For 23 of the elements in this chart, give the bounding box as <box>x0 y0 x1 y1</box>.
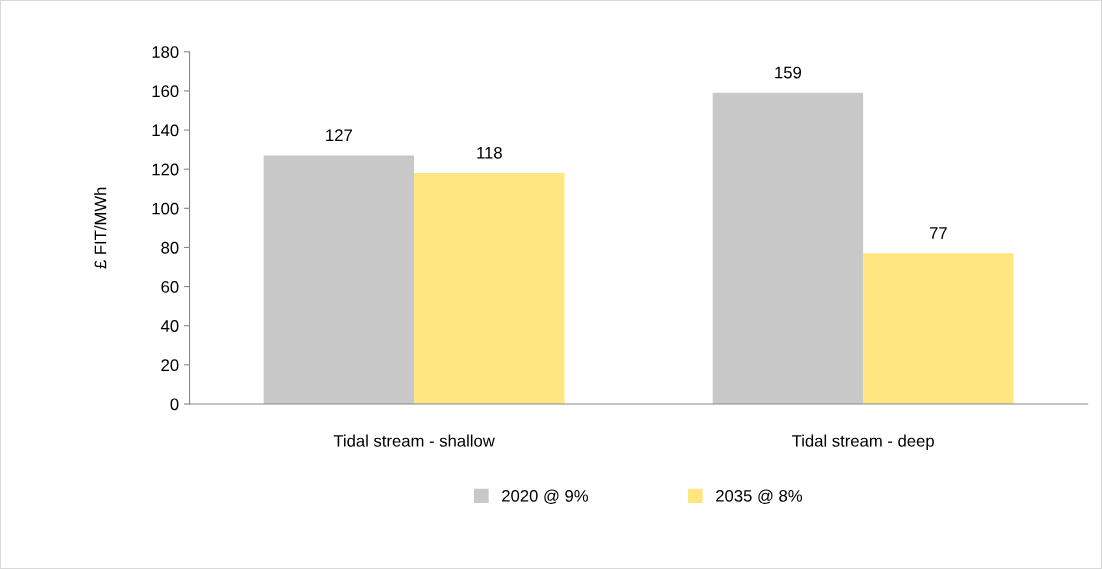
y-tick-label: 180 <box>152 46 179 58</box>
y-tick-label: 0 <box>170 398 179 411</box>
bar <box>863 253 1014 404</box>
data-label: 77 <box>929 227 947 239</box>
bar <box>263 155 415 404</box>
x-tick-label: Tidal stream - shallow <box>333 434 495 447</box>
y-tick-label: 100 <box>152 202 179 215</box>
y-tick-label: 120 <box>152 163 179 176</box>
y-tick-label: 140 <box>152 124 179 137</box>
y-tick-label: 80 <box>161 241 179 254</box>
data-label: 159 <box>775 66 802 79</box>
x-tick-label: Tidal stream - deep <box>792 434 934 451</box>
y-tick-label: 20 <box>161 359 179 372</box>
bar <box>414 173 565 404</box>
y-axis-title: £ FIT/MWh <box>94 187 107 269</box>
y-tick-label: 60 <box>161 280 179 293</box>
data-label: 118 <box>477 146 502 159</box>
legend-label: 2035 @ 8% <box>716 489 803 504</box>
data-label: 127 <box>326 129 352 141</box>
y-tick-label: 160 <box>152 85 179 98</box>
bar <box>712 92 864 404</box>
y-tick-label: 40 <box>160 320 179 332</box>
legend-label: 2020 @ 9% <box>502 489 589 504</box>
